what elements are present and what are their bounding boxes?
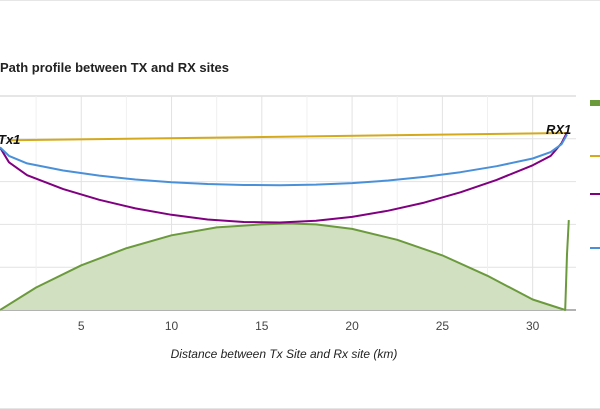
tx-site-label: Tx1 xyxy=(0,132,20,147)
x-tick-label: 30 xyxy=(526,319,540,333)
fresnel-upper-line xyxy=(0,134,568,187)
x-tick-label: 10 xyxy=(165,319,179,333)
rx-site-label: RX1 xyxy=(546,122,571,137)
x-tick-label: 20 xyxy=(345,319,359,333)
x-tick-label: 25 xyxy=(436,319,450,333)
terrain-area xyxy=(0,223,566,310)
x-axis-title: Distance between Tx Site and Rx site (km… xyxy=(171,347,398,361)
terrain-line xyxy=(0,220,570,311)
line-of-sight-line xyxy=(8,132,568,142)
chart-title: Path profile between TX and RX sites xyxy=(0,60,229,75)
x-tick-label: 15 xyxy=(255,319,269,333)
legend-swatch-terrain xyxy=(590,100,600,106)
fresnel-lower-line xyxy=(0,131,568,224)
x-tick-label: 5 xyxy=(78,319,85,333)
